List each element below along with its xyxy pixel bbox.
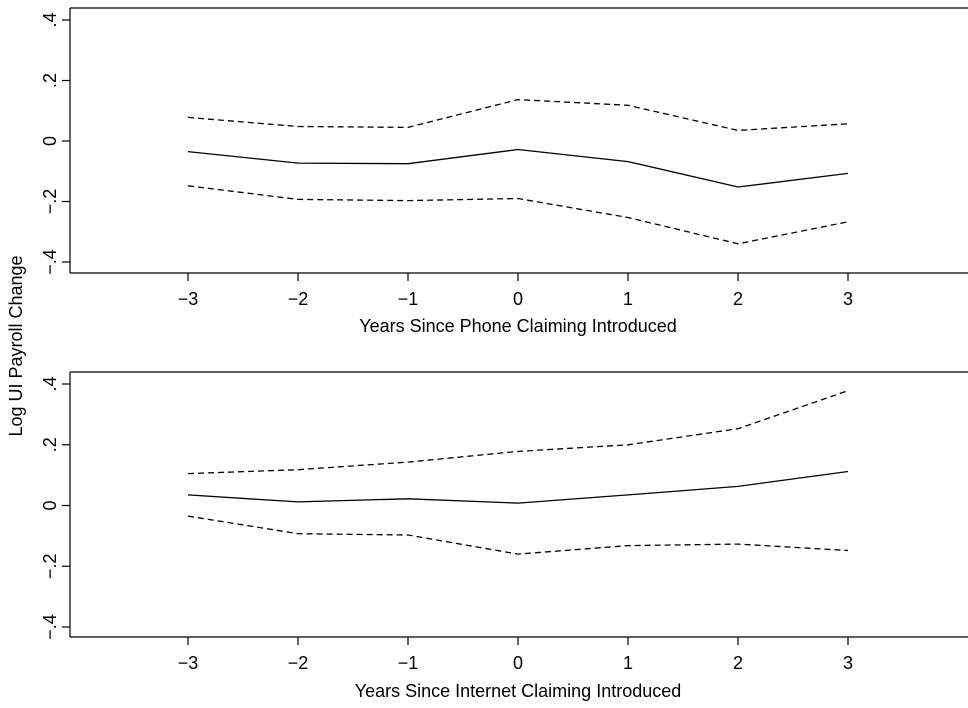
x-tick-label: −1 xyxy=(398,653,419,673)
y-tick-label: 0 xyxy=(40,500,60,510)
x-tick-label: −2 xyxy=(288,653,309,673)
x-axis-title: Years Since Internet Claiming Introduced xyxy=(355,681,682,701)
upper-ci-line xyxy=(187,98,849,132)
internet-claiming-panel: .4 .2 0 −.2 −.4 −3 −2 −1 0 1 2 3 Years Since Interne… xyxy=(40,371,968,701)
upper-ci-line xyxy=(187,390,849,475)
lower-ci-line xyxy=(187,185,849,245)
x-tick-label: 1 xyxy=(623,289,633,309)
y-tick-label: −.2 xyxy=(40,189,60,215)
y-tick-label: .4 xyxy=(40,12,60,27)
y-tick-label: 0 xyxy=(40,136,60,146)
x-tick-label: −1 xyxy=(398,289,419,309)
y-tick-label: .4 xyxy=(40,376,60,391)
x-tick-label: 2 xyxy=(733,289,743,309)
point-estimate-line xyxy=(187,470,849,504)
x-tick-label: 3 xyxy=(843,289,853,309)
point-estimate-line xyxy=(187,148,849,188)
x-tick-label: 0 xyxy=(513,289,523,309)
phone-claiming-panel: .4 .2 0 −.2 −.4 −3 −2 −1 0 1 2 3 Years Since Phone C… xyxy=(40,7,968,336)
y-tick-label: −.4 xyxy=(40,614,60,640)
y-tick-label: .2 xyxy=(40,437,60,452)
lower-ci-line xyxy=(187,515,849,555)
x-tick-label: −3 xyxy=(178,289,199,309)
y-tick-label: −.2 xyxy=(40,553,60,579)
x-tick-label: 3 xyxy=(843,653,853,673)
x-axis-title: Years Since Phone Claiming Introduced xyxy=(359,316,677,336)
x-tick-label: −3 xyxy=(178,653,199,673)
x-tick-label: 1 xyxy=(623,653,633,673)
y-tick-label: −.4 xyxy=(40,249,60,275)
x-tick-label: 2 xyxy=(733,653,743,673)
y-tick-label: .2 xyxy=(40,73,60,88)
x-tick-label: 0 xyxy=(513,653,523,673)
y-axis-title: Log UI Payroll Change xyxy=(6,255,26,436)
x-tick-label: −2 xyxy=(288,289,309,309)
